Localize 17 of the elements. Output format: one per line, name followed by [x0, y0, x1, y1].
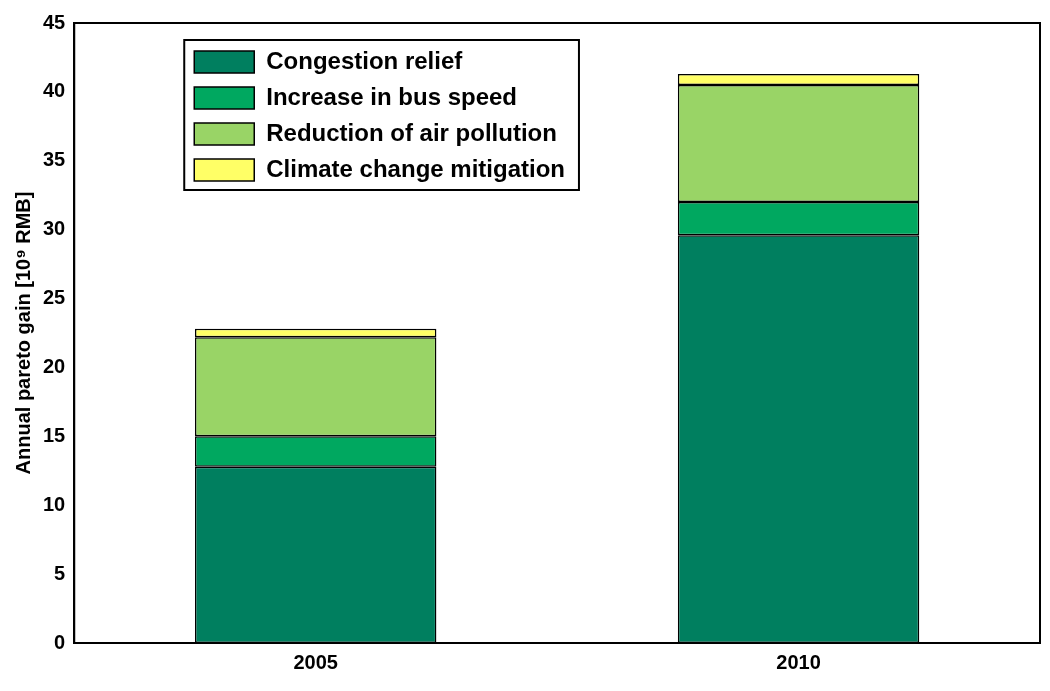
y-tick-label: 25: [43, 286, 66, 309]
y-tick-label: 0: [54, 630, 66, 653]
legend-label: Congestion relief: [266, 46, 464, 74]
y-tick-label: 20: [43, 354, 66, 377]
y-tick-label: 35: [43, 148, 66, 171]
y-axis-title: Annual pareto gain [10⁹ RMB]: [11, 191, 34, 475]
y-tick-label: 10: [43, 492, 66, 515]
y-tick-label: 5: [54, 561, 66, 584]
x-tick-label: 2005: [293, 650, 338, 673]
x-tick-label: 2010: [776, 650, 821, 673]
legend-label: Increase in bus speed: [266, 82, 518, 110]
y-tick-label: 45: [43, 10, 66, 33]
y-tick-label: 15: [43, 423, 66, 446]
y-tick-label: 40: [43, 79, 66, 102]
legend-label: Climate change mitigation: [266, 154, 565, 182]
y-tick-label: 30: [43, 217, 66, 240]
legend-label: Reduction of air pollution: [266, 118, 557, 146]
